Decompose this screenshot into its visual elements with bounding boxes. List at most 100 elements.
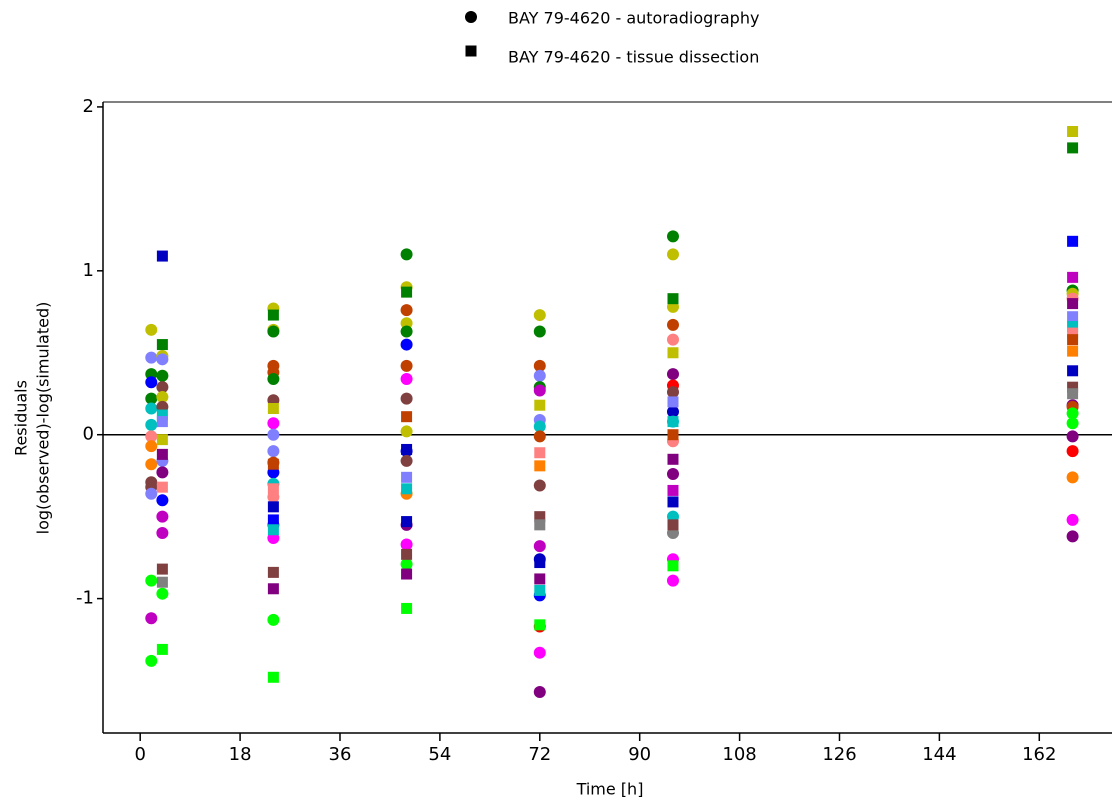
point <box>267 445 280 458</box>
point <box>1067 126 1079 138</box>
y-axis-label: log(observed)-log(simulated) <box>34 302 53 535</box>
point <box>267 372 280 385</box>
point <box>666 574 679 587</box>
point <box>1067 298 1079 310</box>
point <box>401 548 413 560</box>
point <box>156 391 169 404</box>
point <box>145 654 158 667</box>
point <box>1067 311 1079 323</box>
point <box>400 425 413 438</box>
legend-label: BAY 79-4620 - autoradiography <box>508 9 759 28</box>
x-tick-label: 72 <box>528 744 551 765</box>
point <box>401 443 413 455</box>
point <box>533 646 546 659</box>
point <box>534 511 546 523</box>
y-tick-label: 2 <box>83 96 94 117</box>
point <box>533 359 546 372</box>
point <box>401 471 413 483</box>
point <box>267 524 279 536</box>
point <box>267 458 279 470</box>
point <box>666 405 679 418</box>
point <box>1067 321 1079 333</box>
point <box>533 420 546 433</box>
point <box>156 409 168 421</box>
point <box>267 483 279 495</box>
point <box>1067 381 1079 393</box>
point <box>156 434 168 446</box>
legend-label: BAY 79-4620 - tissue dissection <box>508 48 759 67</box>
legend-marker <box>465 45 477 57</box>
x-axis-label: Time [h] <box>576 780 644 799</box>
point <box>666 368 679 381</box>
x-tick-label: 90 <box>628 744 651 765</box>
point <box>145 458 158 471</box>
point <box>156 494 169 507</box>
point <box>145 574 158 587</box>
point <box>145 487 158 500</box>
point <box>400 359 413 372</box>
point <box>533 309 546 322</box>
point <box>400 558 413 571</box>
x-tick-label: 36 <box>329 744 352 765</box>
point <box>156 643 168 655</box>
point <box>667 560 679 572</box>
point <box>401 516 413 528</box>
point <box>533 325 546 338</box>
point <box>667 484 679 496</box>
point <box>401 286 413 298</box>
point <box>400 304 413 317</box>
point <box>667 293 679 305</box>
x-tick-label: 162 <box>1022 744 1056 765</box>
point <box>1066 430 1079 443</box>
point <box>667 519 679 531</box>
point <box>145 323 158 336</box>
y-tick-label: -1 <box>76 588 94 609</box>
point <box>666 230 679 243</box>
point <box>533 686 546 699</box>
point <box>533 384 546 397</box>
point <box>666 468 679 481</box>
point <box>400 538 413 551</box>
point <box>156 381 169 394</box>
point <box>533 540 546 553</box>
point <box>534 399 546 411</box>
point <box>267 566 279 578</box>
point <box>267 417 280 430</box>
point <box>156 466 169 479</box>
point <box>145 430 158 443</box>
point <box>667 429 679 441</box>
point <box>156 353 169 366</box>
point <box>145 376 158 389</box>
point <box>400 338 413 351</box>
point <box>156 369 169 382</box>
point <box>534 619 546 631</box>
point <box>1067 388 1079 400</box>
point <box>401 602 413 614</box>
point <box>400 392 413 405</box>
point <box>1066 471 1079 484</box>
point <box>401 483 413 495</box>
point <box>267 325 280 338</box>
y-tick-label: 1 <box>83 260 94 281</box>
point <box>667 453 679 465</box>
point <box>1067 327 1079 339</box>
point <box>667 347 679 359</box>
point <box>533 430 546 443</box>
point <box>1067 142 1079 154</box>
point <box>145 402 158 415</box>
point <box>267 613 280 626</box>
point <box>534 519 546 531</box>
point <box>267 671 279 683</box>
point <box>401 568 413 580</box>
x-tick-label: 144 <box>922 744 956 765</box>
point <box>1067 235 1079 247</box>
point <box>156 587 169 600</box>
point <box>1066 417 1079 430</box>
point <box>267 428 280 441</box>
point <box>1066 513 1079 526</box>
point <box>156 448 168 460</box>
point <box>534 557 546 569</box>
point <box>666 248 679 261</box>
